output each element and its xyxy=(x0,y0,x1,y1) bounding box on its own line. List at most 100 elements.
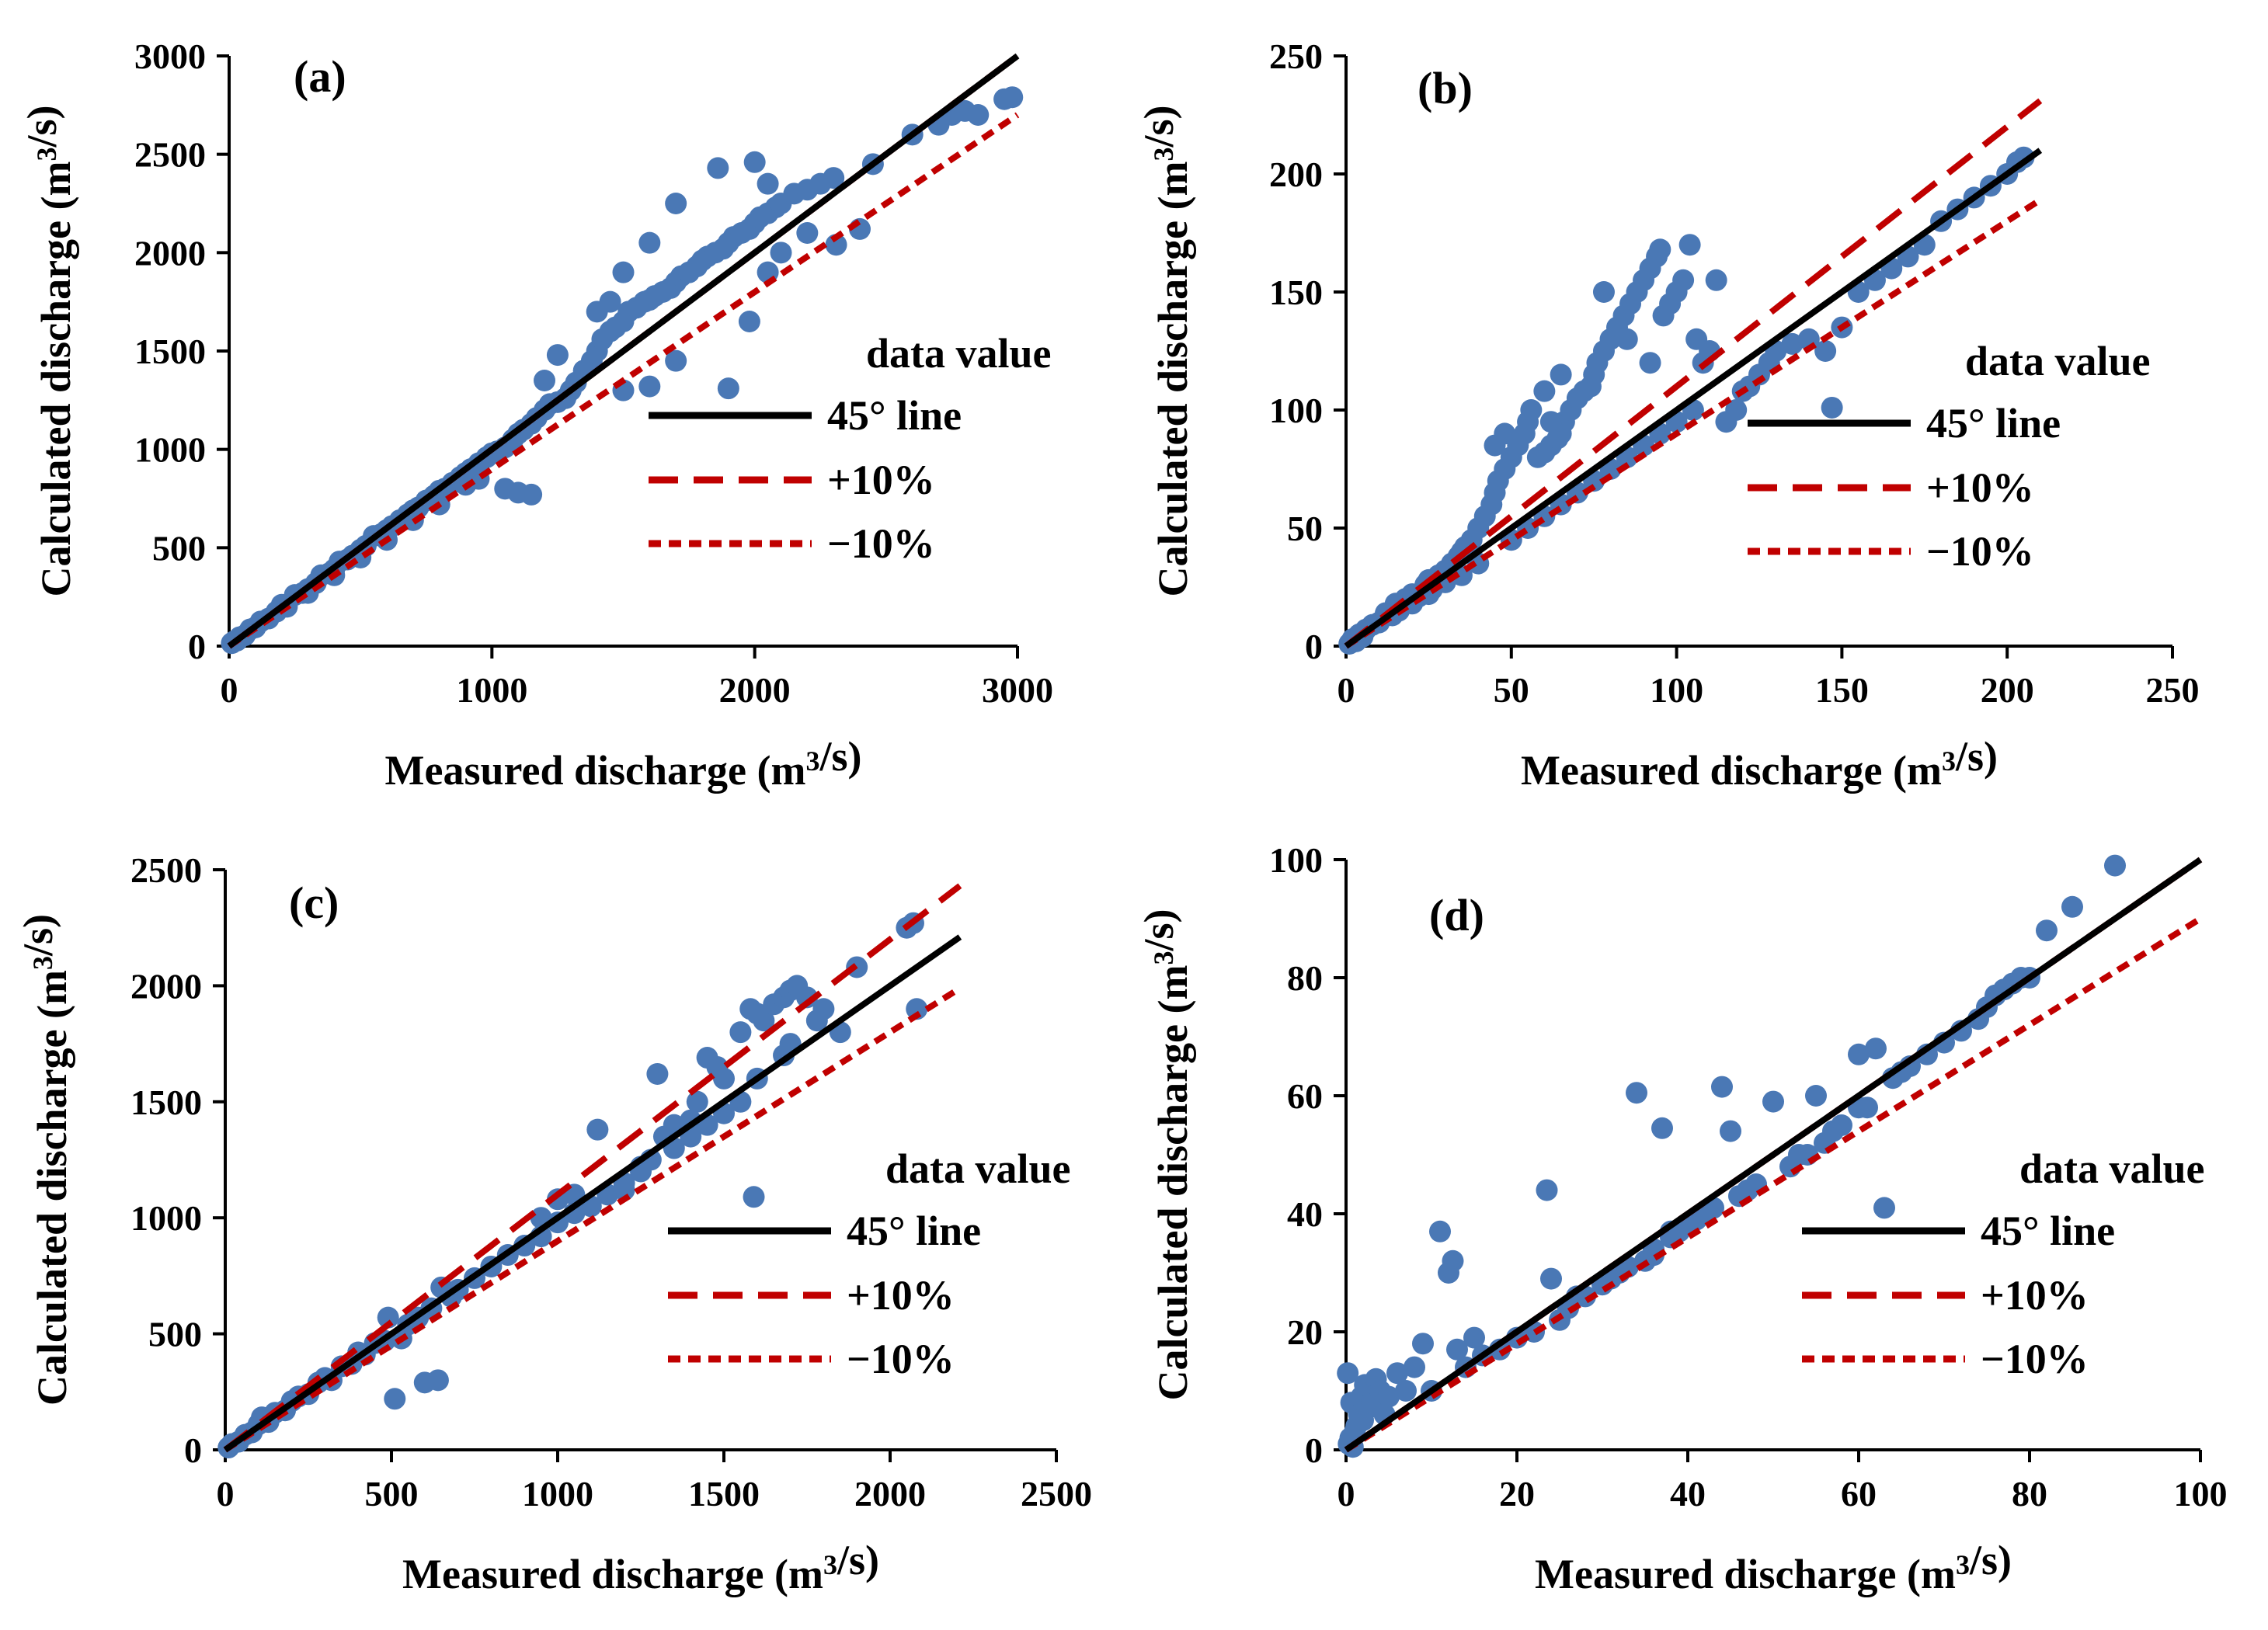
minus10-line xyxy=(227,112,1020,649)
minus10-line xyxy=(1344,916,2203,1453)
data-point xyxy=(1378,1385,1400,1408)
y-tick-label: 1500 xyxy=(134,332,206,371)
data-point xyxy=(1540,1267,1562,1290)
x-tick-label: 80 xyxy=(2012,1474,2047,1514)
data-point xyxy=(665,193,687,214)
x-tick-label: 2000 xyxy=(854,1474,926,1514)
y-tick-label: 2000 xyxy=(130,966,202,1006)
y-tick-label: 100 xyxy=(1269,840,1323,880)
data-point xyxy=(1429,1220,1451,1242)
legend: data value 45° line +10% −10% xyxy=(649,330,1052,567)
data-point xyxy=(1616,328,1638,350)
data-point xyxy=(520,483,543,506)
data-point xyxy=(1720,1120,1741,1142)
data-point xyxy=(546,344,569,367)
data-point xyxy=(1814,340,1837,362)
chart-panel-d: 0 20 40 60 80 100 0 20 40 60 80 100 Measured dischar… xyxy=(1136,840,2228,1597)
chart-panel-c: 0 500 1000 1500 2000 2500 0 500 1000 1500 2000 2500… xyxy=(15,850,1092,1597)
x-tick-label: 0 xyxy=(221,670,238,710)
x-tick-label: 0 xyxy=(1337,1474,1355,1514)
y-axis-title: Calculated discharge (m3/s) xyxy=(1136,909,1196,1401)
y-tick-label: 200 xyxy=(1269,155,1323,194)
legend-minus10: −10% xyxy=(1981,1336,2089,1382)
y-tick-label: 500 xyxy=(152,528,206,568)
legend-line45: 45° line xyxy=(1981,1208,2115,1254)
minus10-line xyxy=(223,985,962,1453)
data-point xyxy=(599,290,621,313)
data-point xyxy=(638,231,661,254)
y-tick-label: 150 xyxy=(1269,273,1323,312)
data-point xyxy=(665,349,687,372)
data-point xyxy=(1386,1362,1408,1385)
plus10-line xyxy=(1344,98,2043,649)
minus10-line xyxy=(1344,197,2042,649)
data-point xyxy=(825,234,847,256)
data-point xyxy=(1848,1043,1870,1065)
y-tick-label: 3000 xyxy=(134,36,206,76)
data-point xyxy=(377,1306,399,1329)
data-point xyxy=(1865,1037,1887,1060)
data-point xyxy=(1412,1333,1434,1355)
data-point xyxy=(1446,1338,1468,1361)
data-point xyxy=(384,1388,406,1410)
data-point xyxy=(812,998,835,1020)
legend-line45: 45° line xyxy=(847,1208,981,1254)
data-point xyxy=(1805,1085,1827,1107)
x-tick-label: 250 xyxy=(2146,670,2200,710)
y-tick-label: 0 xyxy=(188,627,206,666)
data-point xyxy=(1404,1356,1425,1378)
x-tick-label: 2000 xyxy=(719,670,791,710)
data-point xyxy=(906,998,928,1020)
y-tick-label: 0 xyxy=(1305,627,1323,666)
data-point xyxy=(612,261,635,283)
y-tick-label: 2500 xyxy=(134,135,206,175)
panel-label: (a) xyxy=(294,51,346,102)
y-tick-label: 500 xyxy=(148,1315,202,1354)
data-point xyxy=(717,377,739,400)
line-45 xyxy=(1344,148,2043,649)
x-tick-label: 20 xyxy=(1499,1474,1535,1514)
legend-line45: 45° line xyxy=(1926,400,2061,447)
data-point xyxy=(1337,1362,1359,1385)
data-point xyxy=(1592,281,1615,303)
panel-label: (c) xyxy=(289,878,339,928)
data-point xyxy=(1873,1197,1895,1219)
x-tick-label: 100 xyxy=(2174,1474,2228,1514)
plus10-line xyxy=(223,883,962,1453)
data-point xyxy=(1494,422,1516,445)
x-tick-label: 200 xyxy=(1981,670,2034,710)
x-tick-label: 1000 xyxy=(522,1474,593,1514)
data-point xyxy=(1639,352,1661,374)
y-tick-label: 50 xyxy=(1287,509,1323,548)
legend-data-value: data value xyxy=(885,1145,1071,1192)
legend-plus10: +10% xyxy=(847,1272,955,1319)
data-point xyxy=(1520,399,1543,421)
data-point xyxy=(1737,1179,1758,1201)
data-point xyxy=(638,375,661,398)
data-point xyxy=(770,242,792,264)
x-tick-label: 0 xyxy=(217,1474,235,1514)
data-point xyxy=(1725,399,1748,421)
data-point xyxy=(534,370,555,391)
data-point xyxy=(1822,1120,1844,1142)
data-point xyxy=(1626,1082,1647,1104)
panel-label: (d) xyxy=(1429,890,1484,940)
legend-line45: 45° line xyxy=(827,392,962,439)
x-axis-title: Measured discharge (m3/s) xyxy=(402,1537,879,1597)
chart-panel-b: 0 50 100 150 200 250 0 50 100 150 200 250 Measured d… xyxy=(1136,36,2200,794)
data-point xyxy=(1649,238,1671,261)
x-tick-label: 500 xyxy=(365,1474,419,1514)
y-axis-title: Calculated discharge (m3/s) xyxy=(1136,106,1196,597)
data-point xyxy=(1536,1179,1558,1201)
x-tick-label: 40 xyxy=(1670,1474,1706,1514)
data-point xyxy=(1550,363,1572,386)
data-point xyxy=(2036,919,2058,942)
data-point xyxy=(1711,1076,1733,1098)
data-point xyxy=(823,167,845,189)
line-45 xyxy=(1344,857,2203,1453)
data-point xyxy=(1821,396,1843,419)
y-tick-label: 1500 xyxy=(130,1083,202,1122)
legend-minus10: −10% xyxy=(827,520,935,567)
x-axis-title: Measured discharge (m3/s) xyxy=(1535,1537,2012,1597)
